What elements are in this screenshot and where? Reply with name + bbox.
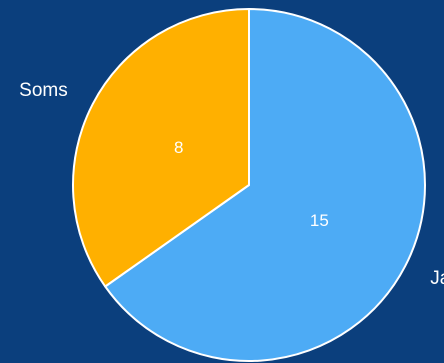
pie-slices [72,8,426,362]
value-label-soms: 8 [174,138,183,157]
category-label-soms: Soms [19,80,68,101]
value-labels: 15 8 [174,138,329,230]
pie-slice-soms [72,8,250,288]
value-label-ja: 15 [310,211,329,230]
pie-slice-ja [104,8,426,362]
category-label-ja: Ja [430,268,444,289]
category-labels: Ja Soms [19,80,444,289]
